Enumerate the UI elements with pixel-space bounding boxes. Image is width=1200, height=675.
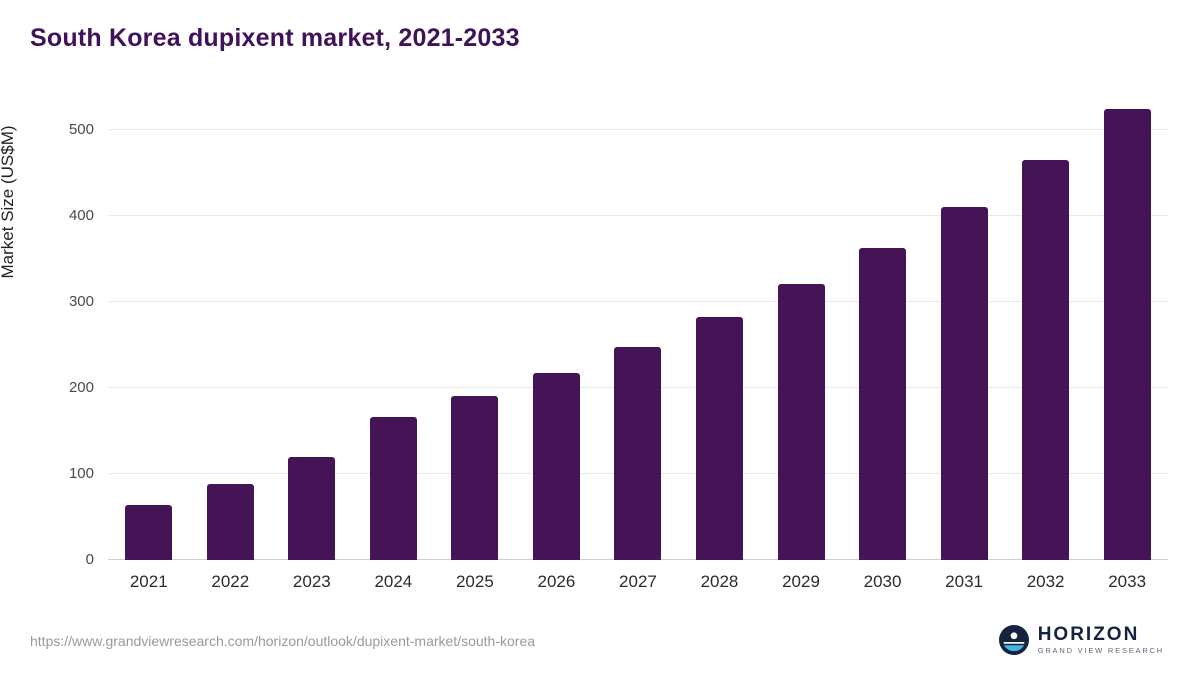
brand-logo: HORIZON GRAND VIEW RESEARCH bbox=[998, 625, 1164, 655]
x-tick-label: 2029 bbox=[782, 572, 820, 591]
source-url: https://www.grandviewresearch.com/horizo… bbox=[30, 633, 536, 649]
x-tick-label: 2031 bbox=[945, 572, 983, 591]
bar-2025 bbox=[451, 395, 499, 560]
y-tick-label: 400 bbox=[68, 207, 94, 224]
brand-name: HORIZON bbox=[1037, 624, 1140, 646]
bar-slot bbox=[434, 130, 516, 560]
x-tick-label: 2026 bbox=[537, 572, 576, 591]
y-tick-label: 200 bbox=[68, 379, 94, 396]
y-tick-label: 100 bbox=[68, 465, 94, 482]
x-tick-label: 2030 bbox=[863, 572, 902, 591]
plot-area bbox=[108, 108, 1168, 560]
y-tick-label: 300 bbox=[68, 293, 94, 310]
x-tick-label: 2027 bbox=[619, 572, 657, 591]
horizon-logo-icon bbox=[998, 625, 1029, 655]
bar-2028 bbox=[695, 317, 743, 560]
bar-slot bbox=[679, 130, 761, 560]
chart-region: 0 100 200 300 400 500 2021 2022 2023 2024 2025 202… bbox=[60, 108, 1168, 592]
y-tick-label: 0 bbox=[85, 551, 94, 568]
x-tick-label: 2024 bbox=[374, 572, 413, 591]
bar-slot bbox=[1005, 130, 1087, 560]
bar-slot bbox=[597, 130, 679, 560]
bar-2022 bbox=[206, 484, 254, 560]
bar-slot bbox=[760, 130, 842, 560]
x-tick-label: 2023 bbox=[292, 572, 331, 591]
y-tick-label: 500 bbox=[68, 121, 94, 138]
bar-slot bbox=[190, 130, 272, 560]
bar-2033 bbox=[1103, 108, 1151, 560]
gridline bbox=[108, 129, 1168, 130]
x-tick-label: 2025 bbox=[455, 572, 494, 591]
bar-2032 bbox=[1022, 160, 1070, 560]
x-tick-label: 2028 bbox=[700, 572, 739, 591]
bar-2030 bbox=[859, 247, 907, 560]
y-axis: 0 100 200 300 400 500 bbox=[60, 121, 108, 568]
bar-slot bbox=[271, 130, 353, 560]
bar-slot bbox=[516, 130, 598, 560]
x-tick-label: 2021 bbox=[129, 572, 168, 591]
x-tick-label: 2033 bbox=[1108, 572, 1147, 591]
brand-subtitle: GRAND VIEW RESEARCH bbox=[1037, 646, 1164, 656]
bar-2029 bbox=[777, 283, 825, 560]
gridline bbox=[108, 301, 1168, 302]
bar-slot bbox=[842, 130, 924, 560]
bar-series bbox=[108, 108, 1168, 560]
x-axis-spacer bbox=[60, 572, 108, 592]
x-tick-label: 2032 bbox=[1026, 572, 1065, 591]
bar-slot bbox=[108, 130, 190, 560]
bar-slot bbox=[353, 130, 435, 560]
bar-2026 bbox=[532, 372, 580, 560]
bar-slot bbox=[1086, 108, 1168, 560]
gridline bbox=[108, 215, 1168, 216]
bar-2024 bbox=[369, 417, 417, 560]
brand-text: HORIZON GRAND VIEW RESEARCH bbox=[1038, 625, 1164, 655]
bar-2021 bbox=[125, 504, 173, 560]
y-axis-title: Market Size (US$M) bbox=[0, 125, 17, 279]
chart-title: South Korea dupixent market, 2021-2033 bbox=[30, 24, 520, 52]
bar-2031 bbox=[940, 206, 988, 560]
x-tick-label: 2022 bbox=[211, 572, 250, 591]
bar-slot bbox=[923, 130, 1005, 560]
x-axis: 2021 2022 2023 2024 2025 2026 2027 2028 2029 2030… bbox=[108, 572, 1168, 592]
bar-2023 bbox=[288, 456, 336, 560]
bar-2027 bbox=[614, 346, 662, 560]
